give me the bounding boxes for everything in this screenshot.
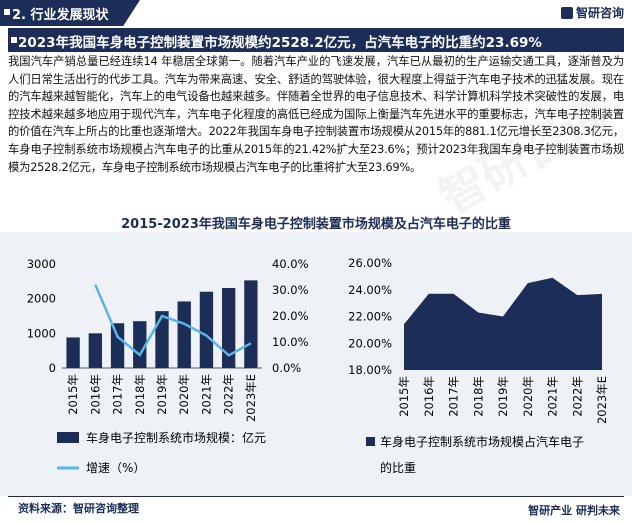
left-axis-tick-label: 2000 — [27, 292, 56, 306]
headline-banner: 2023年我国车身电子控制装置市场规模约2528.2亿元，占汽车电子的比重约23… — [8, 28, 624, 52]
x-tick-label: 2016年 — [88, 374, 102, 415]
square-icon — [11, 37, 17, 43]
x-tick-label: 2019年 — [155, 374, 169, 415]
legend-label-bar: 车身电子控制系统市场规模：亿元 — [86, 430, 266, 445]
bar — [88, 333, 102, 368]
footer-slogan: 智研产业 研判未来 — [528, 504, 620, 517]
area-axis-tick-label: 22.00% — [348, 310, 392, 324]
footer-divider — [8, 496, 624, 497]
chart-title: 2015-2023年我国车身电子控制装置市场规模及占汽车电子的比重 — [121, 217, 511, 232]
area-series — [404, 277, 602, 370]
left-axis-tick-label: 1000 — [27, 326, 56, 340]
legend-label-line: 增速（%） — [86, 461, 145, 475]
legend-swatch-bar — [57, 432, 79, 443]
area-x-tick-label: 2019年 — [496, 376, 510, 417]
right-axis-tick-label: 30.0% — [272, 283, 309, 297]
legend-label-area-line1: 车身电子控制系统市场规模占汽车电子 — [380, 434, 584, 449]
right-axis-tick-label: 40.0% — [272, 257, 309, 271]
area-x-tick-label: 2023年E — [595, 376, 609, 424]
growth-line — [94, 284, 252, 357]
logo-text: 智研咨询 — [575, 6, 624, 20]
area-axis-tick-label: 18.00% — [348, 363, 392, 377]
logo-icon — [560, 7, 573, 19]
section-tab: 2. 行业发展现状 — [0, 0, 140, 26]
headline-text: 2023年我国车身电子控制装置市场规模约2528.2亿元，占汽车电子的比重约23… — [18, 35, 542, 51]
bar — [177, 301, 191, 368]
area-x-tick-label: 2021年 — [546, 376, 560, 417]
bar — [244, 280, 258, 368]
area-axis-tick-label: 24.00% — [348, 283, 392, 297]
bar — [155, 311, 169, 368]
area-x-tick-label: 2020年 — [521, 376, 535, 417]
bar — [222, 287, 236, 368]
square-icon — [4, 9, 10, 15]
left-axis-tick-label: 3000 — [27, 257, 56, 271]
area-x-tick-label: 2018年 — [471, 376, 485, 417]
x-tick-label: 2022年 — [222, 374, 236, 415]
x-tick-label: 2021年 — [199, 374, 213, 415]
area-x-tick-label: 2015年 — [397, 376, 411, 417]
x-tick-label: 2023年E — [244, 374, 258, 422]
chart-panel: 0 1000 2000 3000 0.0% 10.0% 20.0% 30.0% 40.0% 201… — [0, 232, 632, 496]
legend-label-area-line2: 的比重 — [380, 460, 416, 475]
right-axis-tick-label: 0.0% — [272, 361, 301, 375]
section-label: 2. 行业发展现状 — [12, 8, 109, 23]
right-axis-tick-label: 10.0% — [272, 335, 309, 349]
top-bar: 2. 行业发展现状 智研咨询 — [0, 0, 632, 26]
bar — [66, 337, 80, 368]
bar — [199, 291, 214, 368]
area-axis-tick-label: 20.00% — [348, 336, 392, 350]
bar — [133, 321, 147, 368]
x-tick-label: 2018年 — [133, 374, 147, 415]
legend-swatch-area — [366, 437, 375, 446]
x-tick-label: 2015年 — [66, 374, 80, 415]
chart-svg: 0 1000 2000 3000 0.0% 10.0% 20.0% 30.0% 40.0% 201… — [27, 256, 609, 475]
source-note: 资料来源：智研咨询整理 — [18, 502, 139, 515]
area-x-tick-label: 2016年 — [422, 376, 436, 417]
x-tick-label: 2017年 — [111, 374, 125, 415]
left-axis-tick-label: 0 — [49, 361, 56, 375]
right-axis-tick-label: 20.0% — [272, 309, 309, 323]
area-x-tick-label: 2022年 — [570, 376, 584, 417]
area-x-tick-label: 2017年 — [447, 376, 461, 417]
logo: 智研咨询 — [560, 4, 624, 21]
x-tick-label: 2020年 — [177, 374, 191, 415]
body-paragraph: 我国汽车产销总量已经连续14 年稳居全球第一。随着汽车产业的飞速发展，汽车已从最… — [8, 55, 624, 174]
area-axis-tick-label: 26.00% — [348, 256, 392, 270]
bar — [110, 323, 125, 368]
